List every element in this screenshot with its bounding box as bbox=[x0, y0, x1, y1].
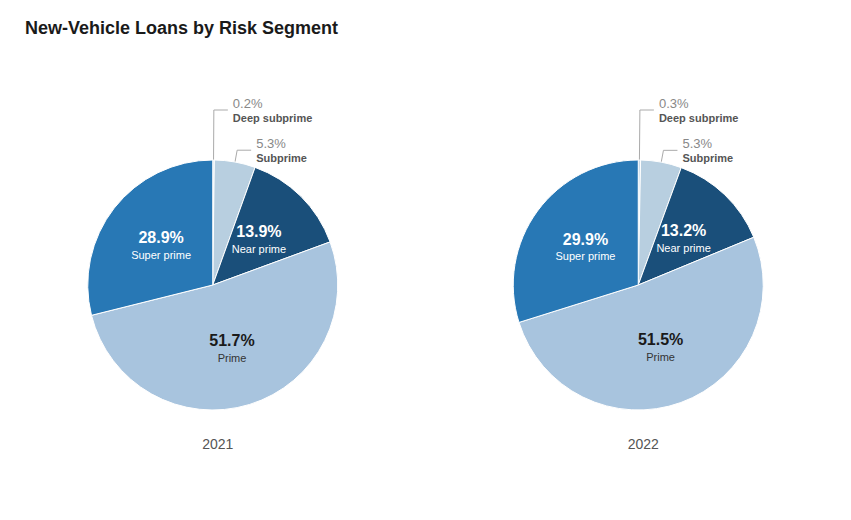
svg-text:Near prime: Near prime bbox=[232, 243, 286, 255]
svg-text:New-Vehicle Loans by Risk Segm: New-Vehicle Loans by Risk Segment bbox=[25, 18, 338, 38]
svg-text:Deep subprime: Deep subprime bbox=[233, 112, 312, 124]
svg-text:Prime: Prime bbox=[646, 351, 675, 363]
svg-text:Prime: Prime bbox=[218, 352, 247, 364]
svg-text:Deep subprime: Deep subprime bbox=[659, 112, 738, 124]
svg-text:2022: 2022 bbox=[628, 436, 659, 452]
svg-text:Super prime: Super prime bbox=[555, 250, 615, 262]
svg-text:0.2%: 0.2% bbox=[233, 96, 263, 111]
svg-text:5.3%: 5.3% bbox=[256, 136, 286, 151]
svg-text:5.3%: 5.3% bbox=[682, 136, 712, 151]
svg-text:51.7%: 51.7% bbox=[209, 332, 254, 349]
svg-text:13.9%: 13.9% bbox=[236, 223, 281, 240]
svg-text:Subprime: Subprime bbox=[682, 152, 733, 164]
svg-text:Super prime: Super prime bbox=[131, 249, 191, 261]
svg-text:29.9%: 29.9% bbox=[563, 231, 608, 248]
svg-text:51.5%: 51.5% bbox=[638, 331, 683, 348]
svg-text:28.9%: 28.9% bbox=[138, 229, 183, 246]
svg-text:Near prime: Near prime bbox=[656, 242, 710, 254]
svg-text:13.2%: 13.2% bbox=[661, 222, 706, 239]
svg-text:0.3%: 0.3% bbox=[659, 96, 689, 111]
svg-text:Subprime: Subprime bbox=[256, 152, 307, 164]
svg-text:2021: 2021 bbox=[202, 436, 233, 452]
